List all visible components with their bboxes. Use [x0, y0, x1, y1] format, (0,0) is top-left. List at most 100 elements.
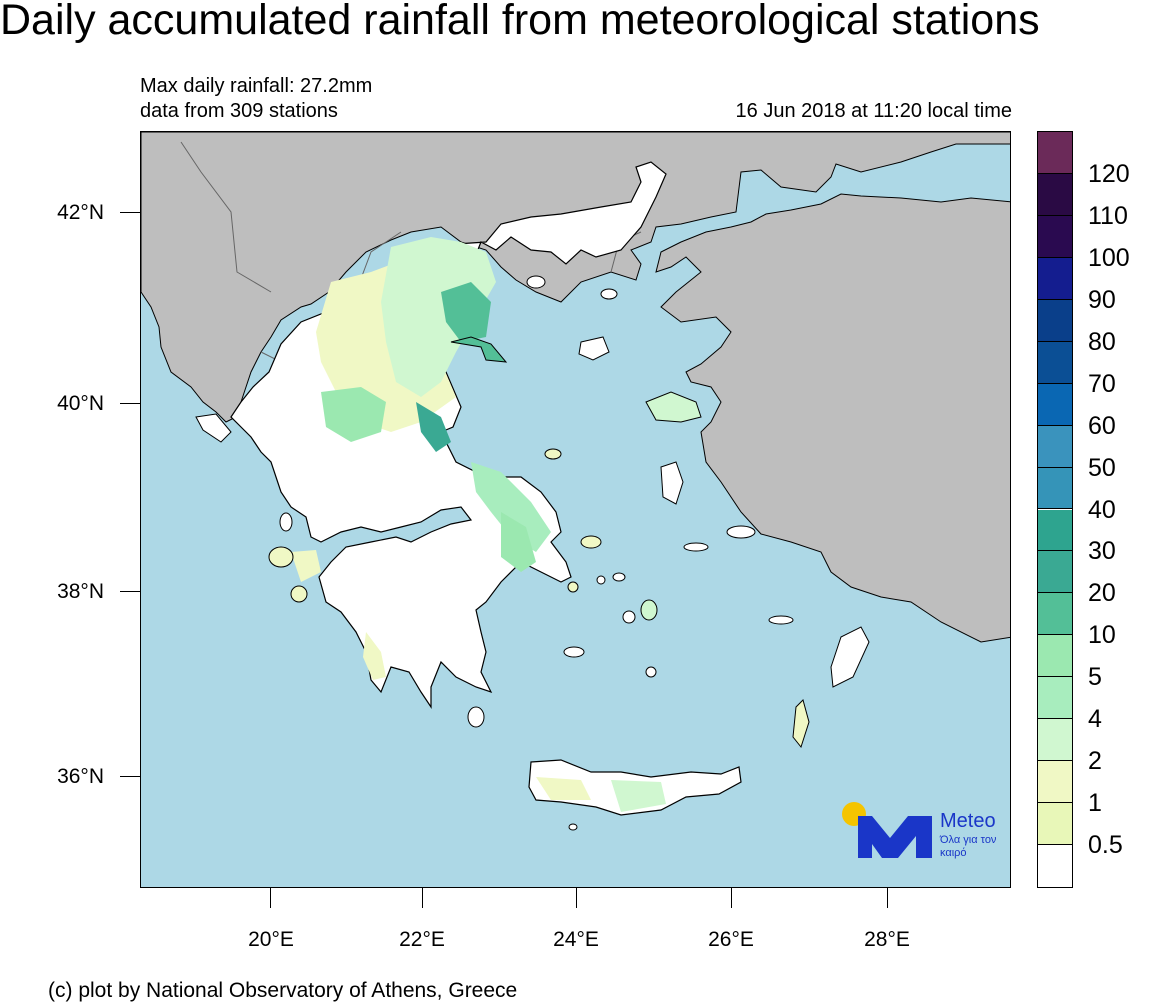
colorbar-cell — [1038, 299, 1072, 342]
lat-tick-42 — [120, 212, 140, 213]
colorbar-label: 70 — [1088, 369, 1116, 398]
colorbar-label: 110 — [1088, 201, 1128, 230]
balkans-land — [141, 132, 1010, 423]
paros — [622, 610, 636, 624]
rain-olympus — [416, 402, 451, 452]
rain-thessaloniki — [441, 282, 491, 342]
ikaria — [683, 542, 709, 552]
karpathos — [792, 699, 810, 749]
colorbar-label: 10 — [1088, 621, 1116, 650]
colorbar — [1037, 131, 1073, 888]
rain-attica — [501, 512, 536, 572]
lon-label-22: 22°E — [399, 928, 445, 951]
meteo-logo: Meteo Όλα για τον καιρό — [840, 798, 1010, 868]
colorbar-label: 5 — [1088, 663, 1102, 692]
rain-moderate-north — [381, 237, 496, 397]
colorbar-label: 100 — [1088, 243, 1130, 272]
colorbar-cell — [1038, 215, 1072, 258]
map-svg — [141, 132, 1010, 831]
credit-text: (c) plot by National Observatory of Athe… — [48, 979, 518, 1002]
rhodes — [830, 626, 870, 688]
colorbar-label: 0.5 — [1088, 831, 1123, 860]
rain-central — [321, 387, 386, 442]
colorbar-cell — [1038, 719, 1072, 762]
colorbar-label: 1 — [1088, 789, 1102, 818]
lon-label-24: 24°E — [553, 928, 599, 951]
meteo-logo-mark — [842, 802, 932, 858]
naxos — [640, 599, 658, 621]
colorbar-cell — [1038, 635, 1072, 678]
colorbar-label: 120 — [1088, 159, 1130, 188]
colorbar-cell — [1038, 257, 1072, 300]
colorbar-label: 80 — [1088, 327, 1116, 356]
lat-tick-38 — [120, 591, 140, 592]
colorbar-cell — [1038, 803, 1072, 846]
skyros — [544, 448, 562, 460]
lon-tick-22 — [422, 888, 423, 908]
rain-ionian — [291, 550, 321, 582]
colorbar-cell — [1038, 467, 1072, 510]
greece-mainland — [230, 161, 667, 709]
lat-label-42: 42°N — [57, 201, 104, 224]
chios — [660, 461, 684, 505]
turkey-land — [655, 193, 1010, 643]
kefalonia — [268, 546, 294, 568]
lefkada — [279, 512, 293, 532]
lon-tick-24 — [576, 888, 577, 908]
chalkidiki — [450, 336, 508, 363]
kos — [768, 615, 794, 625]
lon-tick-26 — [731, 888, 732, 908]
colorbar-cell — [1038, 509, 1072, 552]
colorbar-cell — [1038, 341, 1072, 384]
lat-label-36: 36°N — [57, 765, 104, 788]
colorbar-cell — [1038, 845, 1072, 887]
milos — [563, 646, 585, 658]
colorbar-cell — [1038, 425, 1072, 468]
colorbar-cell — [1038, 593, 1072, 636]
andros — [580, 535, 602, 549]
thasos — [526, 275, 546, 289]
colorbar-label: 4 — [1088, 705, 1102, 734]
lat-label-38: 38°N — [57, 580, 104, 603]
kythira — [467, 706, 485, 728]
lon-label-20: 20°E — [248, 928, 294, 951]
gavdos — [568, 823, 578, 831]
lemnos — [578, 336, 610, 361]
lat-tick-40 — [120, 403, 140, 404]
lon-tick-28 — [887, 888, 888, 908]
rainfall-map — [140, 131, 1011, 888]
zakynthos — [290, 585, 308, 603]
colorbar-cell — [1038, 132, 1072, 174]
colorbar-cell — [1038, 551, 1072, 594]
lon-label-28: 28°E — [864, 928, 910, 951]
stations-count-text: data from 309 stations — [140, 100, 338, 122]
crete-rain-west — [536, 777, 591, 800]
colorbar-cell — [1038, 173, 1072, 216]
lesvos — [645, 391, 702, 423]
date-text: 16 Jun 2018 at 11:20 local time — [735, 100, 1012, 122]
colorbar-label: 50 — [1088, 453, 1116, 482]
colorbar-cell — [1038, 383, 1072, 426]
lat-tick-36 — [120, 776, 140, 777]
colorbar-label: 30 — [1088, 537, 1116, 566]
lon-tick-20 — [270, 888, 271, 908]
colorbar-label: 20 — [1088, 579, 1116, 608]
samos — [726, 525, 756, 539]
logo-tagline: Όλα για τον καιρό — [940, 834, 997, 859]
crete-rain-central — [611, 780, 666, 812]
mykonos — [612, 572, 626, 582]
logo-name: Meteo — [940, 810, 996, 832]
chart-title: Daily accumulated rainfall from meteorol… — [0, 0, 1040, 44]
syros — [596, 575, 606, 585]
lat-label-40: 40°N — [57, 392, 104, 415]
samothraki — [600, 288, 618, 300]
colorbar-label: 40 — [1088, 495, 1116, 524]
colorbar-cell — [1038, 761, 1072, 804]
kea — [567, 581, 579, 593]
lon-label-26: 26°E — [708, 928, 754, 951]
corfu — [195, 413, 232, 443]
colorbar-label: 60 — [1088, 411, 1116, 440]
colorbar-label: 2 — [1088, 747, 1102, 776]
max-rainfall-text: Max daily rainfall: 27.2mm — [140, 75, 373, 97]
rain-evia — [471, 462, 551, 552]
